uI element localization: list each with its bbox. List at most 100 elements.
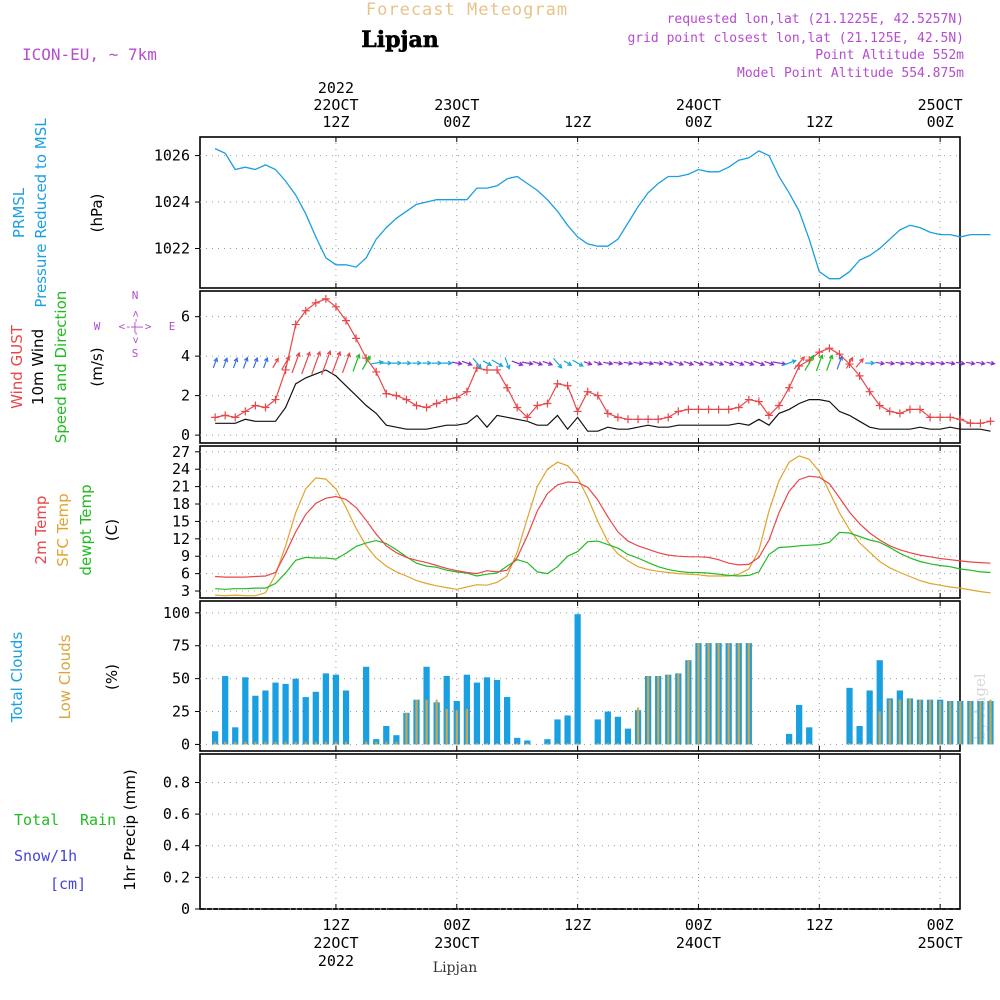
gust-marker [392, 391, 401, 400]
wind-direction-arrow [504, 357, 511, 370]
total-cloud-bar [393, 735, 400, 745]
low-cloud-bar [717, 643, 720, 745]
low-cloud-bar [959, 701, 962, 745]
wind-direction-arrow [723, 360, 735, 366]
wind-direction-arrow [623, 360, 634, 366]
wind-direction-arrow [753, 360, 766, 367]
low-cloud-bar [858, 743, 861, 745]
wind-direction-arrow [272, 357, 279, 369]
wind-direction-arrow [583, 361, 593, 366]
y-tick-label: 0.8 [163, 773, 190, 791]
wind-10m-label: 10m Wind [29, 329, 47, 405]
dewpt-label: dewpt Temp [77, 484, 95, 575]
y-tick-label: 12 [172, 530, 190, 548]
total-cloud-bar [302, 697, 309, 745]
gust-marker [583, 387, 592, 396]
wind-direction-arrow [321, 350, 332, 376]
gust-marker [835, 350, 844, 359]
wind-direction-arrow [653, 360, 664, 366]
snow-unit-label: [cm] [50, 875, 86, 893]
y-tick-label: 21 [172, 478, 190, 496]
top-time-label: 22OCT [313, 96, 358, 114]
low-cloud-bar [415, 699, 418, 745]
total-cloud-bar [292, 678, 299, 745]
bottom-time-label: 00Z [927, 916, 954, 934]
low-cloud-bar [566, 743, 569, 745]
sfc-temp-line [215, 455, 991, 597]
low-cloud-bar [526, 743, 529, 745]
low-cloud-bar [787, 743, 791, 745]
low-cloud-bar [636, 707, 640, 745]
wind-direction-arrow [352, 353, 361, 372]
low-cloud-bar [435, 699, 438, 745]
low-cloud-bar [334, 741, 338, 745]
gust-marker [865, 387, 874, 396]
low-cloud-bar [485, 743, 489, 745]
compass-n: N [132, 289, 139, 302]
y-tick-label: 1024 [154, 193, 190, 211]
gust-marker [724, 405, 733, 414]
wind-speed-line [215, 369, 991, 432]
wind-direction-arrow [511, 360, 524, 367]
bottom-time-label: 2022 [318, 952, 354, 970]
gust-marker [412, 401, 421, 410]
total-cloud-bar [504, 697, 511, 745]
gust-marker [543, 399, 552, 408]
total-cloud-bar [604, 711, 611, 745]
low-cloud-bar [949, 701, 952, 745]
gust-marker [281, 365, 290, 374]
gust-marker [684, 405, 693, 414]
low-cloud-bar [646, 676, 650, 745]
wind-direction-arrow [491, 359, 504, 367]
low-cloud-bar [888, 699, 891, 745]
precip-axis-label: 1hr Precip (mm) [121, 769, 139, 890]
wind-direction-arrow [743, 360, 755, 366]
total-cloud-bar [564, 715, 571, 745]
low-cloud-bar [657, 676, 660, 745]
sfc-temp-label: SFC Temp [54, 493, 72, 566]
gust-marker [452, 393, 461, 402]
low-cloud-bar [798, 743, 801, 745]
gust-marker [271, 395, 280, 404]
gust-marker [956, 415, 965, 424]
top-time-label: 12Z [322, 113, 349, 131]
wind-direction-arrow [925, 360, 936, 366]
gust-marker [634, 415, 643, 424]
gust-marker [764, 411, 773, 420]
top-time-label: 00Z [685, 113, 712, 131]
y-tick-label: 3 [181, 582, 190, 600]
gust-marker [402, 395, 411, 404]
wind-direction-arrow [855, 357, 864, 368]
wind-direction-arrow [281, 355, 290, 370]
gust-marker [482, 365, 491, 374]
total-cloud-bar [524, 740, 531, 745]
low-cloud-bar [737, 643, 740, 745]
wind-direction-arrow [222, 357, 229, 369]
y-tick-label: 24 [172, 460, 190, 478]
gust-marker [664, 413, 673, 422]
low-cloud-bar [616, 743, 620, 745]
gust-marker [613, 413, 622, 422]
gust-marker [523, 413, 532, 422]
low-cloud-bar [687, 660, 690, 745]
top-time-label: 00Z [927, 113, 954, 131]
total-cloud-bar [473, 682, 481, 745]
gust-marker [623, 415, 632, 424]
wind-direction-arrow [915, 360, 926, 366]
total-cloud-bar [332, 674, 340, 745]
low-cloud-bar [234, 741, 237, 745]
gust-marker [936, 413, 945, 422]
temp-unit-label: (C) [103, 519, 121, 541]
gust-marker [462, 387, 471, 396]
y-tick-label: 0 [181, 735, 190, 753]
y-tick-label: 25 [172, 703, 190, 721]
total-cloud-bar [222, 676, 229, 745]
wind-direction-label: Speed and Direction [52, 291, 70, 444]
low-cloud-bar [264, 741, 267, 745]
gust-marker [442, 395, 451, 404]
low-cloud-bar [213, 741, 217, 745]
top-time-label: 25OCT [918, 96, 963, 114]
low-cloud-bar [274, 741, 277, 745]
gust-marker [321, 294, 330, 303]
low-cloud-bar [918, 699, 922, 745]
